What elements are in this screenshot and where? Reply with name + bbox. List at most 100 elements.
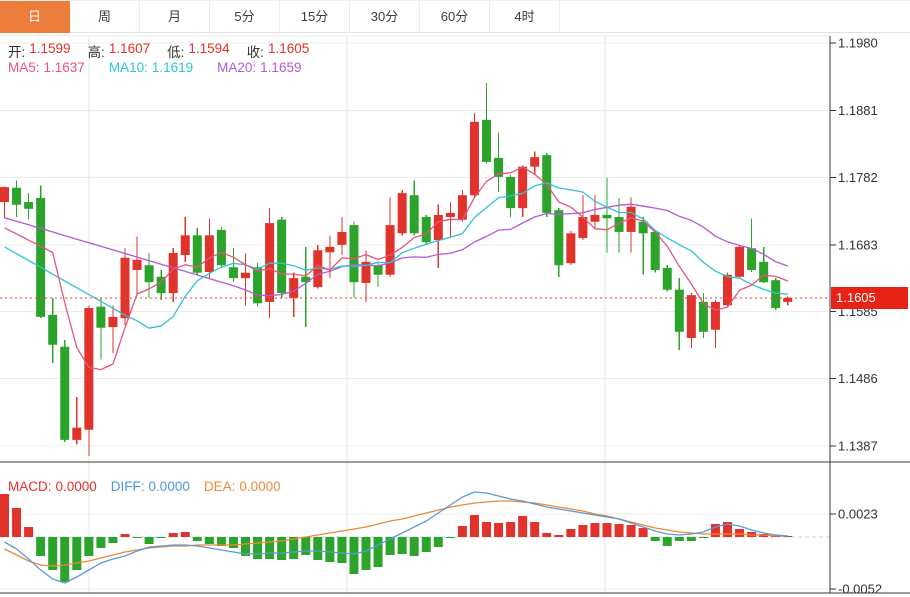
macd-bar-negative xyxy=(216,537,226,546)
macd-panel xyxy=(0,491,830,584)
macd-bar-positive xyxy=(12,508,22,537)
candle-down xyxy=(421,216,431,243)
macd-bar-negative xyxy=(662,537,672,546)
macd-bar-positive xyxy=(120,534,130,537)
candle-down xyxy=(674,289,684,332)
candle-up xyxy=(265,223,275,302)
ma5-value: 1.1637 xyxy=(43,60,85,75)
candle-down xyxy=(36,197,46,317)
candle-down xyxy=(409,195,419,234)
open-readout: 开: 1.1599 xyxy=(8,41,71,61)
candle-down xyxy=(614,216,624,232)
price-axis-label: 1.1683 xyxy=(838,237,878,252)
macd-bar-positive xyxy=(180,532,190,537)
macd-axis-label: 0.0023 xyxy=(838,507,878,522)
macd-bar-negative xyxy=(132,537,142,538)
candle-down xyxy=(216,229,226,266)
macd-bar-negative xyxy=(361,537,371,570)
ma5-line xyxy=(4,166,789,371)
dea-value-readout: DEA: 0.0000 xyxy=(204,479,281,494)
candle-down xyxy=(228,267,238,279)
macd-bar-positive xyxy=(710,524,720,537)
tab-month[interactable]: 月 xyxy=(140,1,210,33)
macd-bar-negative xyxy=(72,537,82,570)
macd-bar-negative xyxy=(277,537,287,560)
tab-4hour[interactable]: 4时 xyxy=(490,1,560,33)
ma5-readout: MA5: 1.1637 xyxy=(8,60,85,75)
candle-up xyxy=(132,259,142,270)
ma-readout: MA5: 1.1637 MA10: 1.1619 MA20: 1.1659 xyxy=(8,60,301,75)
macd-bar-negative xyxy=(674,537,684,541)
diff-value: 0.0000 xyxy=(148,479,190,494)
candle-up xyxy=(385,225,395,275)
macd-value-readout: MACD: 0.0000 xyxy=(8,479,97,494)
candlestick-panel xyxy=(0,83,830,457)
candle-down xyxy=(759,261,769,283)
candles-layer xyxy=(0,83,793,457)
macd-bar-positive xyxy=(626,525,636,537)
ma10-line xyxy=(4,182,788,329)
macd-bar-negative xyxy=(108,537,118,543)
timeframe-tabs: 日 周 月 5分 15分 30分 60分 4时 xyxy=(0,0,910,33)
candle-down xyxy=(494,157,504,177)
dea-line xyxy=(4,500,788,567)
close-value: 1.1605 xyxy=(267,41,310,56)
macd-bar-positive xyxy=(602,523,612,537)
ma20-value: 1.1659 xyxy=(260,60,302,75)
price-axis-label: 1.1486 xyxy=(838,371,878,386)
macd-bar-negative xyxy=(325,537,335,562)
macd-value: 0.0000 xyxy=(55,479,97,494)
close-label: 收: xyxy=(246,45,264,60)
macd-bar-positive xyxy=(530,522,540,537)
candle-up xyxy=(72,427,82,440)
candle-down xyxy=(12,187,22,205)
candle-up xyxy=(325,246,335,253)
low-label: 低: xyxy=(167,45,185,60)
candle-up xyxy=(108,316,118,328)
last-price-badge: 1.1605 xyxy=(831,287,908,309)
macd-bar-negative xyxy=(301,537,311,555)
price-axis-label: 1.1782 xyxy=(838,170,878,185)
high-label: 高: xyxy=(87,45,105,60)
candle-up xyxy=(710,301,720,330)
candle-down xyxy=(156,276,166,294)
macd-bar-negative xyxy=(84,537,94,556)
tab-5min[interactable]: 5分 xyxy=(210,1,280,33)
ma20-line xyxy=(4,203,789,297)
price-axis-label: 1.1980 xyxy=(838,36,878,51)
macd-bar-positive xyxy=(578,525,588,537)
tab-60min[interactable]: 60分 xyxy=(420,1,490,33)
tab-15min[interactable]: 15分 xyxy=(280,1,350,33)
price-axis-label: 1.1881 xyxy=(838,103,878,118)
tab-30min[interactable]: 30分 xyxy=(350,1,420,33)
macd-axis-label: -0.0052 xyxy=(838,582,882,597)
macd-bar-positive xyxy=(24,527,34,537)
ohlc-readout: 开: 1.1599 高: 1.1607 低: 1.1594 收: 1.1605 xyxy=(8,41,309,61)
ma20-readout: MA20: 1.1659 xyxy=(217,60,301,75)
macd-bar-negative xyxy=(192,537,202,541)
macd-bar-positive xyxy=(0,494,9,537)
macd-readout: MACD: 0.0000 DIFF: 0.0000 DEA: 0.0000 xyxy=(8,479,281,494)
candle-up xyxy=(590,214,600,222)
candle-up xyxy=(469,121,479,196)
tab-week[interactable]: 周 xyxy=(70,1,140,33)
ma20-label: MA20: xyxy=(217,60,257,75)
candle-down xyxy=(144,265,154,283)
macd-bar-positive xyxy=(614,524,624,537)
candle-up xyxy=(180,235,190,256)
low-readout: 低: 1.1594 xyxy=(167,41,230,61)
candle-up xyxy=(337,231,347,245)
candle-up xyxy=(530,157,540,167)
macd-bar-negative xyxy=(156,537,166,538)
macd-bar-negative xyxy=(397,537,407,554)
macd-bar-positive xyxy=(482,522,491,537)
candle-up xyxy=(735,246,745,277)
tab-day[interactable]: 日 xyxy=(0,1,70,33)
diff-label: DIFF: xyxy=(110,479,145,494)
candle-down xyxy=(771,280,781,309)
high-readout: 高: 1.1607 xyxy=(88,41,151,61)
candle-down xyxy=(650,231,660,270)
candle-down xyxy=(482,119,491,162)
